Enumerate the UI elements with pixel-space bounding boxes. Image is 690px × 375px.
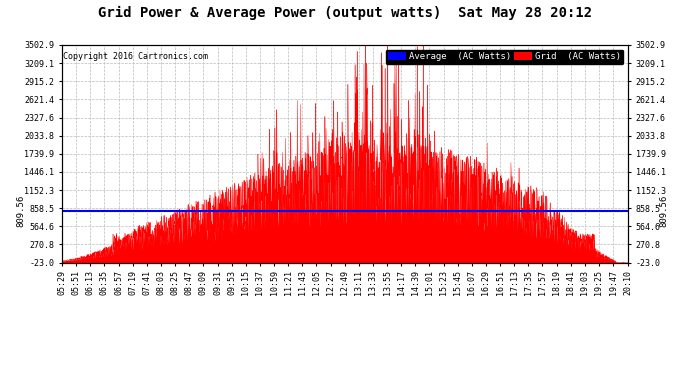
Text: 809.56: 809.56 — [659, 195, 668, 227]
Text: Copyright 2016 Cartronics.com: Copyright 2016 Cartronics.com — [63, 51, 208, 60]
Text: Grid Power & Average Power (output watts)  Sat May 28 20:12: Grid Power & Average Power (output watts… — [98, 6, 592, 20]
Text: 809.56: 809.56 — [17, 195, 26, 227]
Legend: Average  (AC Watts), Grid  (AC Watts): Average (AC Watts), Grid (AC Watts) — [386, 50, 623, 64]
